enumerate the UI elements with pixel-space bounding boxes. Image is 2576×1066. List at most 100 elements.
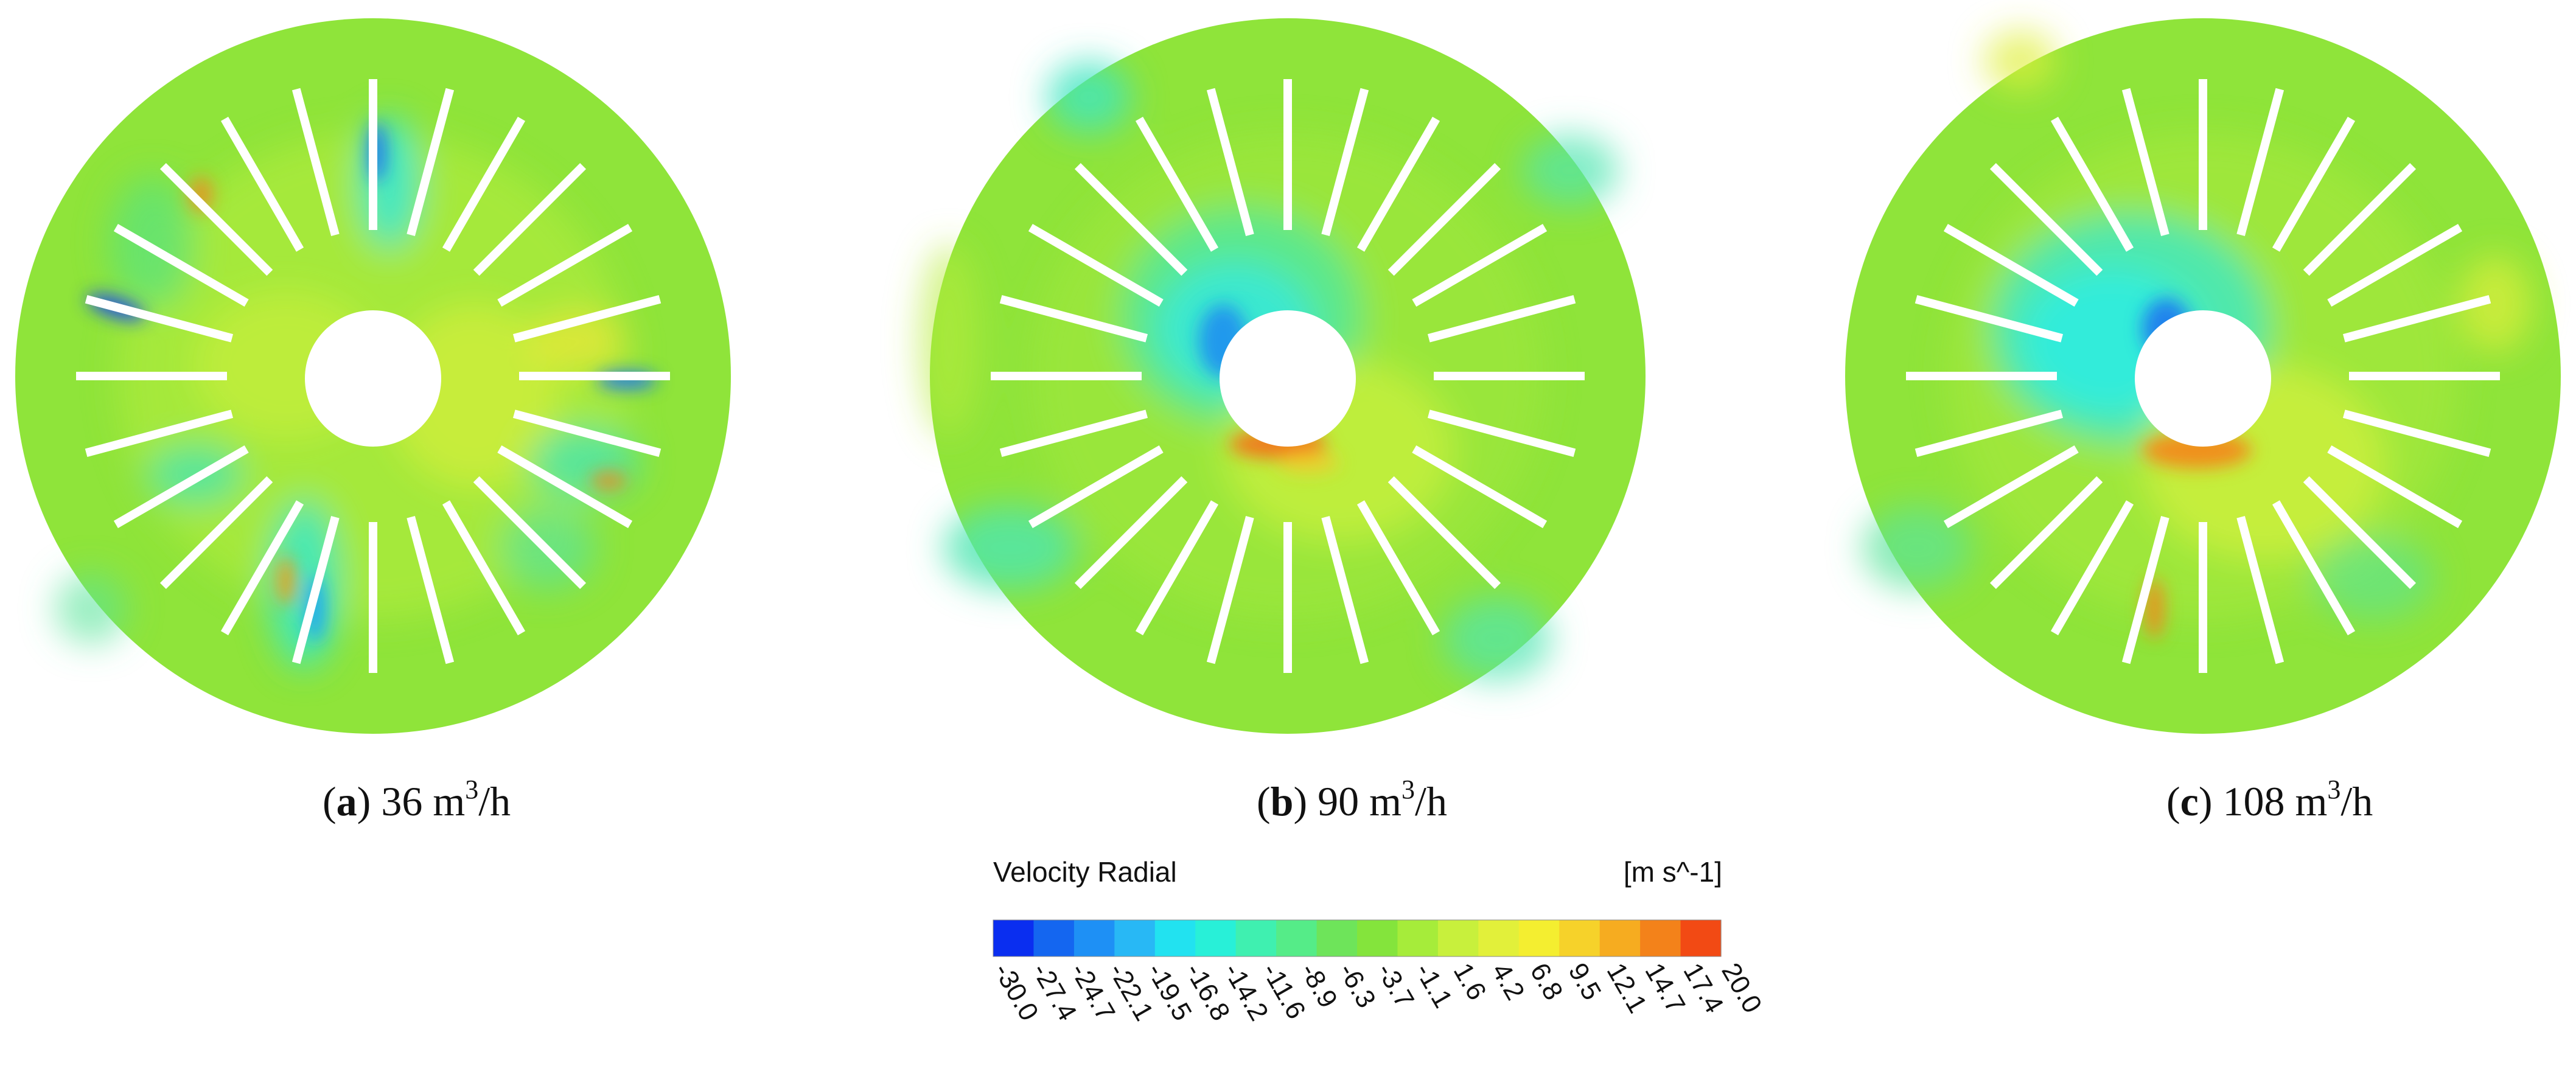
contour-panel-b xyxy=(919,18,1646,734)
legend-swatch xyxy=(1357,920,1398,956)
impeller-blade xyxy=(1135,500,1219,636)
impeller-blade xyxy=(1387,162,1501,276)
caption-unit-exp: 3 xyxy=(2327,775,2341,804)
legend-swatch xyxy=(1235,920,1277,956)
legend-tick-label: 12.1 xyxy=(1601,958,1653,1019)
impeller-blade xyxy=(1989,476,2103,590)
impeller-blade xyxy=(1427,294,1576,343)
legend-swatch xyxy=(1559,920,1600,956)
impeller-blade xyxy=(1915,294,2064,343)
impeller-blade xyxy=(1412,223,1548,307)
caption-unit-base: m xyxy=(433,778,466,824)
impeller-blade xyxy=(2303,476,2417,590)
impeller-blade xyxy=(291,88,340,237)
contour-panel-a xyxy=(15,18,731,734)
impeller-blade xyxy=(1135,116,1219,252)
legend-tick-label: 4.2 xyxy=(1486,958,1531,1005)
caption-value: 90 xyxy=(1318,778,1360,824)
impeller-blade xyxy=(220,116,304,252)
contour-panels xyxy=(15,18,2561,734)
caption-label: b xyxy=(1270,778,1294,824)
impeller-blade xyxy=(113,223,249,307)
legend-swatch xyxy=(1640,920,1681,956)
impeller-blade xyxy=(1321,515,1369,664)
legend-tick-label: 20.0 xyxy=(1716,958,1765,1019)
impeller-blade xyxy=(442,116,526,252)
impeller-blade xyxy=(1427,409,1576,458)
caption-unit-base: m xyxy=(2295,778,2328,824)
impeller-blade xyxy=(2121,515,2169,664)
impeller-blade xyxy=(1943,445,2079,529)
caption-panel-c: (c) 108 m3/h xyxy=(2166,775,2373,825)
impeller-blade xyxy=(407,88,455,237)
impeller-blade xyxy=(2303,162,2417,276)
impeller-blade xyxy=(999,294,1148,343)
impeller-blade xyxy=(2342,294,2491,343)
legend-swatch xyxy=(1437,920,1479,956)
flow-patches xyxy=(1862,30,2532,621)
caption-unit-tail: /h xyxy=(1415,778,1447,824)
legend-tick-label: 9.5 xyxy=(1563,958,1607,1005)
impeller-blade xyxy=(2236,88,2285,237)
impeller-blades xyxy=(76,79,670,673)
legend-swatch xyxy=(1114,920,1156,956)
impeller-blade xyxy=(497,445,633,529)
legend-swatch xyxy=(1154,920,1196,956)
legend-swatch xyxy=(1680,920,1722,956)
impeller-blade xyxy=(999,409,1148,458)
impeller-blade xyxy=(1356,116,1440,252)
legend-title: Velocity Radial xyxy=(993,856,1177,888)
impeller-blade xyxy=(1028,223,1164,307)
caption-unit-tail: /h xyxy=(2340,778,2373,824)
impeller-blade xyxy=(2236,515,2285,664)
impeller-blade xyxy=(2050,500,2134,636)
impeller-blade xyxy=(85,294,234,343)
caption-unit-tail: /h xyxy=(478,778,511,824)
impeller-blade xyxy=(512,294,661,343)
impeller-hub xyxy=(305,310,441,447)
caption-panel-b: (b) 90 m3/h xyxy=(1257,775,1447,825)
impeller-blades xyxy=(1906,79,2500,673)
contour-panel-c xyxy=(1845,18,2561,734)
caption-panel-a: (a) 36 m3/h xyxy=(323,775,511,825)
impeller-blade xyxy=(1321,88,1369,237)
impeller-blade xyxy=(85,409,234,458)
legend-tick-label: 14.7 xyxy=(1639,958,1691,1019)
impeller-blade xyxy=(2327,445,2463,529)
impeller-blade xyxy=(291,515,340,664)
impeller-blade xyxy=(512,409,661,458)
impeller-blade xyxy=(159,162,273,276)
impeller-blade xyxy=(2272,500,2356,636)
impeller-blade xyxy=(407,515,455,664)
legend-swatch xyxy=(1033,920,1075,956)
impeller-blades xyxy=(991,79,1585,673)
legend-unit: [m s^-1] xyxy=(1623,856,1722,888)
legend-tick-label: -6.3 xyxy=(1333,958,1381,1013)
impeller-blade xyxy=(1074,162,1188,276)
legend-swatch xyxy=(1316,920,1358,956)
legend-tick-label: 17.4 xyxy=(1677,958,1729,1019)
caption-unit-exp: 3 xyxy=(465,775,479,804)
impeller-hub xyxy=(1220,310,1356,447)
impeller-blade xyxy=(2121,88,2169,237)
impeller-blade xyxy=(1206,515,1254,664)
impeller-blade xyxy=(2342,409,2491,458)
caption-unit-exp: 3 xyxy=(1401,775,1415,804)
legend-bar-outline xyxy=(993,919,1722,957)
impeller-blade xyxy=(1206,88,1254,237)
caption-value: 36 xyxy=(381,778,423,824)
impeller-blade xyxy=(2272,116,2356,252)
impeller-blade xyxy=(497,223,633,307)
legend-swatch xyxy=(1276,920,1318,956)
impeller-blade xyxy=(473,162,587,276)
color-legend: Velocity Radial [m s^-1] -30.0 -27.4 -24.7… xyxy=(974,840,1765,1066)
impeller-blade xyxy=(1915,409,2064,458)
impeller-blade xyxy=(159,476,273,590)
legend-tick-label: -3.7 xyxy=(1371,958,1420,1013)
impeller-blade xyxy=(1074,476,1188,590)
impeller-blade xyxy=(1387,476,1501,590)
impeller-blade xyxy=(113,445,249,529)
caption-label: c xyxy=(2180,778,2199,824)
impeller-blade xyxy=(1356,500,1440,636)
legend-swatch xyxy=(1478,920,1520,956)
